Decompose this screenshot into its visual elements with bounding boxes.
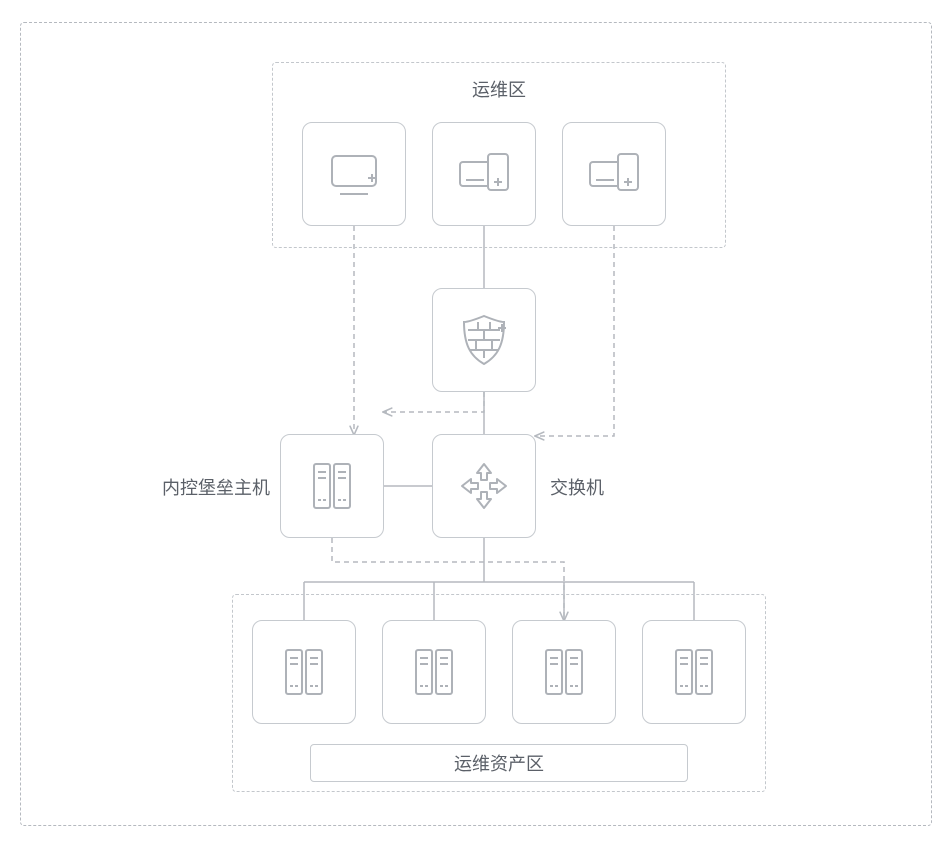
device-node-1: [432, 122, 536, 226]
monitor-node: [302, 122, 406, 226]
assets-region-label: 运维资产区: [454, 750, 544, 776]
server-node-2: [382, 620, 486, 724]
firewall-shield-icon: [452, 308, 516, 372]
server-node-3: [512, 620, 616, 724]
server-node-4: [642, 620, 746, 724]
server-icon: [402, 640, 466, 704]
server-icon: [272, 640, 336, 704]
switch-arrows-icon: [452, 454, 516, 518]
server-node-1: [252, 620, 356, 724]
monitor-icon: [322, 142, 386, 206]
diagram-canvas: 运维区 运维资产区 内控堡垒主机 交换机: [0, 0, 952, 848]
switch-node: [432, 434, 536, 538]
assets-label-box: 运维资产区: [310, 744, 688, 782]
device-node-2: [562, 122, 666, 226]
devices-icon: [452, 142, 516, 206]
bastion-label: 内控堡垒主机: [130, 474, 270, 500]
bastion-node: [280, 434, 384, 538]
server-icon: [662, 640, 726, 704]
firewall-node: [432, 288, 536, 392]
switch-label: 交换机: [550, 474, 650, 500]
server-icon: [532, 640, 596, 704]
server-icon: [300, 454, 364, 518]
devices-icon: [582, 142, 646, 206]
ops-region-label: 运维区: [272, 76, 726, 102]
